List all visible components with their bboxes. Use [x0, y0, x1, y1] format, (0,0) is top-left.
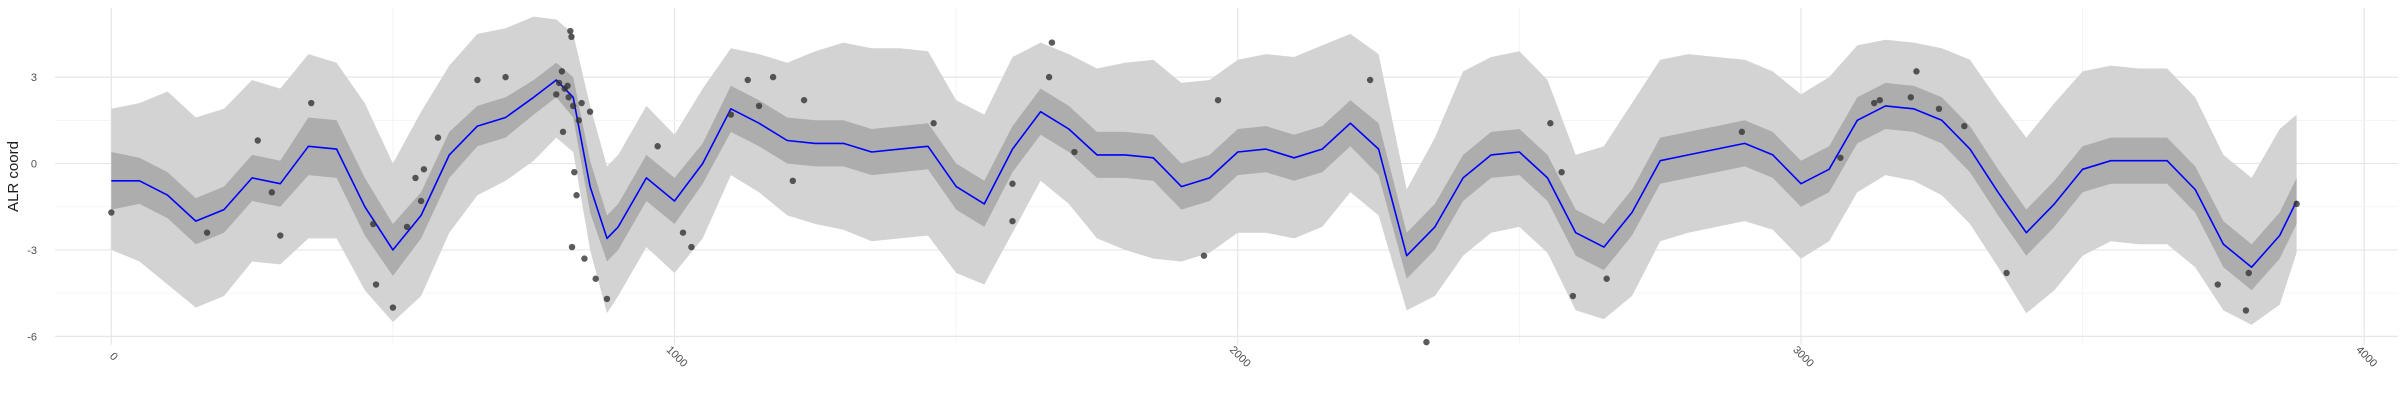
data-point: [1045, 73, 1053, 81]
data-point: [2245, 269, 2252, 277]
data-point: [389, 304, 397, 311]
data-point: [1738, 128, 1746, 136]
data-point: [1558, 168, 1565, 176]
data-point: [568, 33, 575, 41]
data-point: [679, 229, 687, 236]
x-tick-label: 0: [107, 350, 120, 363]
data-point: [1071, 148, 1078, 156]
data-point: [567, 27, 574, 35]
data-point: [308, 99, 315, 107]
data-point: [502, 73, 509, 81]
y-tick-labels: -6 -3 0 3: [27, 72, 37, 343]
data-point: [1876, 96, 1884, 104]
bands: [111, 16, 2297, 325]
data-point: [434, 134, 442, 141]
data-point: [569, 102, 577, 110]
data-point: [1907, 94, 1915, 101]
data-point: [1200, 252, 1208, 259]
data-point: [108, 209, 115, 216]
data-point: [2003, 269, 2010, 277]
data-point: [800, 96, 808, 104]
data-point: [789, 177, 797, 185]
x-tick-label: 2000: [1227, 344, 1253, 370]
data-point: [2293, 200, 2300, 208]
data-point: [1603, 275, 1610, 282]
data-point: [1009, 180, 1016, 187]
data-point: [578, 99, 585, 107]
data-point: [571, 168, 578, 176]
data-point: [370, 220, 377, 228]
points: [108, 27, 2300, 346]
y-tick-label: 0: [31, 159, 37, 171]
data-point: [565, 94, 572, 101]
data-point: [1547, 120, 1554, 127]
y-tick-label: -3: [27, 245, 37, 257]
data-point: [769, 73, 777, 81]
data-point: [1935, 105, 1943, 113]
data-point: [254, 137, 261, 144]
x-tick-labels: 0 1000 2000 3000 4000: [107, 344, 2379, 370]
mean-line: [111, 79, 2298, 268]
x-tick-label: 1000: [664, 344, 690, 370]
data-point: [1913, 68, 1920, 75]
data-point: [558, 68, 566, 75]
data-point: [654, 143, 661, 150]
data-point: [559, 128, 567, 136]
y-tick-label: -6: [27, 331, 37, 343]
data-point: [727, 111, 735, 118]
data-point: [744, 76, 751, 84]
data-point: [1423, 338, 1430, 346]
data-point: [403, 223, 411, 231]
x-tick-label: 4000: [2353, 344, 2379, 370]
data-point: [592, 275, 599, 282]
data-point: [2242, 307, 2250, 314]
data-point: [1214, 96, 1222, 104]
data-point: [1366, 76, 1374, 84]
data-point: [1961, 122, 1968, 130]
y-axis-title: ALR coord: [5, 141, 22, 212]
data-point: [277, 232, 284, 239]
line-layer: [111, 79, 2298, 268]
data-point: [268, 189, 276, 196]
inner-credible-band: [111, 62, 2297, 291]
data-point: [573, 192, 580, 199]
data-point: [564, 82, 571, 89]
data-point: [575, 117, 582, 124]
data-point: [203, 229, 211, 236]
data-point: [420, 166, 428, 173]
data-point: [755, 102, 763, 110]
data-point: [555, 79, 563, 87]
data-point: [412, 174, 419, 182]
data-point: [1837, 154, 1844, 161]
data-point: [603, 295, 611, 303]
data-point: [553, 91, 560, 98]
data-point: [581, 255, 588, 262]
data-point: [586, 108, 594, 115]
y-tick-label: 3: [31, 72, 37, 84]
data-point: [1871, 99, 1878, 107]
data-point: [1569, 292, 1577, 300]
data-point: [930, 120, 937, 127]
data-point: [1009, 217, 1016, 225]
data-point: [688, 243, 695, 251]
data-point: [372, 281, 380, 288]
data-point: [474, 76, 481, 84]
data-point: [568, 243, 576, 251]
data-point: [2214, 281, 2221, 288]
data-point: [417, 197, 425, 205]
x-tick-label: 3000: [1790, 344, 1816, 370]
data-point: [1048, 39, 1056, 46]
